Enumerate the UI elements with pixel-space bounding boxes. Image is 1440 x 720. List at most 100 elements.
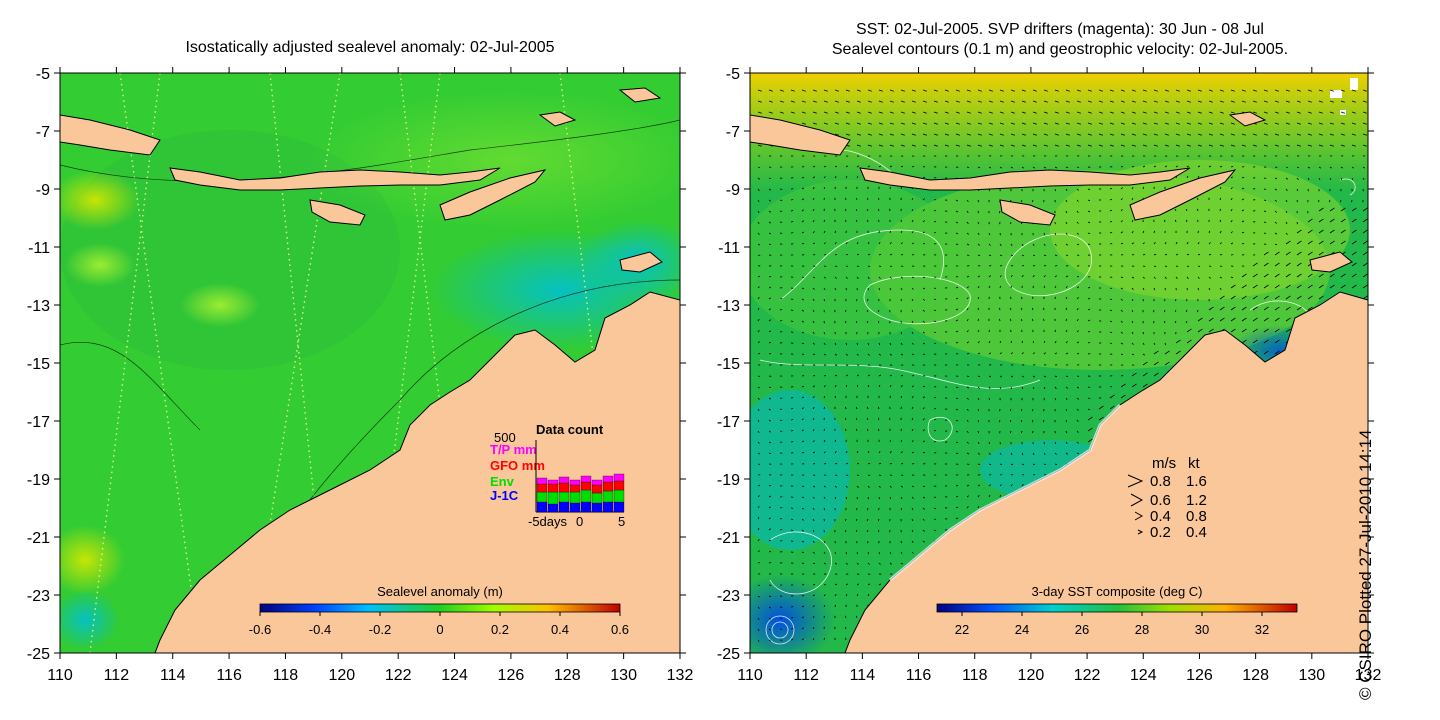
- right-lon-tick-label: 116: [906, 667, 932, 684]
- inset-bar-segment: [580, 475, 592, 483]
- land-right: [750, 111, 1368, 653]
- left-lat-tick-label: -25: [27, 646, 50, 663]
- right-lat-tick-label: -9: [726, 182, 740, 199]
- inset-legend-env: Env: [490, 474, 515, 489]
- right-lon-tick-label: 126: [1186, 667, 1213, 684]
- right-lon-tick-label: 132: [1355, 667, 1382, 684]
- velocity-key-row4-kt: 0.4: [1186, 524, 1207, 541]
- inset-bar-segment: [558, 476, 570, 484]
- right-lat-tick-label: -23: [717, 588, 740, 605]
- data-count-inset: 500 Data count T/P mm GFO mm Env J-1C -5…: [490, 422, 625, 529]
- velocity-key-row3-ms: 0.4: [1150, 508, 1171, 525]
- left-lat-tick-label: -19: [27, 472, 50, 489]
- left-lon-tick-label: 110: [47, 667, 73, 684]
- left-lon-tick-label: 112: [104, 667, 130, 684]
- inset-bar-segment: [547, 483, 559, 493]
- sla-map: [60, 73, 680, 653]
- inset-bar-segment: [591, 502, 603, 513]
- left-lat-tick-label: -21: [27, 530, 50, 547]
- sla-colorbar-tick: -0.6: [249, 622, 271, 637]
- right-lon-tick-label: 128: [1242, 667, 1269, 684]
- credit-label: © CSIRO Plotted 27-Jul-2010 14:14: [1356, 429, 1375, 700]
- velocity-key-row3-kt: 0.8: [1186, 508, 1207, 525]
- left-lon-tick-label: 114: [160, 667, 186, 684]
- sst-colorbar-tick: 26: [1075, 622, 1089, 637]
- land-left: [60, 87, 680, 653]
- velocity-key: m/s kt 0.8 1.6 0.6 1.2 0.4 0.8 0.2 0.4: [1127, 455, 1207, 541]
- inset-bar-segment: [536, 483, 548, 493]
- right-lat-tick-label: -19: [717, 472, 740, 489]
- inset-legend-gfo: GFO mm: [490, 458, 545, 473]
- right-lon-tick-label: 118: [962, 667, 988, 684]
- left-lon-tick-label: 132: [667, 667, 694, 684]
- inset-bar-segment: [580, 481, 592, 491]
- left-lon-tick-label: 118: [273, 667, 299, 684]
- inset-bar-segment: [613, 489, 625, 503]
- inset-bar-segment: [580, 501, 592, 513]
- inset-xlabel-end: 5: [618, 514, 625, 529]
- sst-colorbar: [936, 603, 1298, 613]
- velocity-key-row1-kt: 1.6: [1186, 473, 1207, 490]
- sst-colorbar-tick: 24: [1015, 622, 1029, 637]
- right-lon-tick-label: 110: [737, 667, 763, 684]
- inset-bar-segment: [558, 501, 570, 513]
- inset-xlabel-zero: 0: [576, 514, 583, 529]
- sla-colorbar-tick: -0.4: [309, 622, 331, 637]
- inset-bar-segment: [591, 492, 603, 504]
- right-lat-tick-label: -7: [726, 124, 740, 141]
- inset-bar-segment: [580, 489, 592, 503]
- velocity-key-row2-ms: 0.6: [1150, 492, 1171, 509]
- inset-bar-segment: [613, 473, 625, 482]
- inset-bar-segment: [569, 484, 581, 493]
- left-lat-tick-label: -23: [27, 588, 50, 605]
- right-lat-tick-label: -13: [717, 298, 740, 315]
- left-lon-tick-label: 126: [498, 667, 525, 684]
- velocity-key-row4-ms: 0.2: [1150, 524, 1171, 541]
- inset-bar-segment: [602, 501, 614, 513]
- left-panel-title: Isostatically adjusted sealevel anomaly:…: [185, 39, 555, 56]
- sst-colorbar-tick: 28: [1135, 622, 1149, 637]
- left-lat-tick-label: -9: [36, 182, 50, 199]
- inset-bar-segment: [547, 503, 559, 513]
- right-lon-tick-label: 130: [1298, 667, 1325, 684]
- inset-xlabel-start: -5days: [528, 514, 568, 529]
- sst-colorbar-tick: 30: [1195, 622, 1209, 637]
- sst-colorbar-tick: 22: [955, 622, 969, 637]
- right-lon-tick-label: 122: [1074, 667, 1101, 684]
- sla-colorbar-tick: 0.2: [491, 622, 509, 637]
- sst-map: [750, 73, 1368, 653]
- left-lat-tick-label: -17: [27, 414, 50, 431]
- right-lon-tick-label: 112: [793, 667, 819, 684]
- right-lat-tick-label: -17: [717, 414, 740, 431]
- velocity-key-row1-ms: 0.8: [1150, 473, 1171, 490]
- left-lat-tick-label: -5: [36, 66, 50, 83]
- inset-legend-tp: T/P mm: [490, 442, 537, 457]
- right-lon-tick-label: 124: [1130, 667, 1157, 684]
- velocity-key-kt-header: kt: [1188, 455, 1201, 472]
- left-lat-tick-label: -11: [28, 240, 50, 257]
- inset-bar-segment: [569, 502, 581, 513]
- left-lat-tick-label: -15: [27, 356, 50, 373]
- inset-bar-segment: [613, 480, 625, 491]
- inset-bar-segment: [536, 477, 548, 485]
- sla-colorbar-tick: 0.6: [611, 622, 629, 637]
- inset-bar-segment: [602, 490, 614, 503]
- right-lat-tick-label: -25: [717, 646, 740, 663]
- inset-bar-segment: [536, 491, 548, 503]
- left-lat-tick-label: -7: [36, 124, 50, 141]
- inset-bar-segment: [558, 491, 570, 503]
- sla-colorbar-tick: -0.2: [369, 622, 391, 637]
- inset-title: Data count: [536, 422, 604, 437]
- right-lat-tick-label: -11: [718, 240, 740, 257]
- inset-bar-segment: [602, 475, 614, 483]
- inset-bar-segment: [547, 491, 559, 505]
- velocity-key-row2-kt: 1.2: [1186, 492, 1207, 509]
- sla-colorbar-tick: 0.4: [551, 622, 569, 637]
- right-lat-tick-label: -21: [717, 530, 740, 547]
- sla-colorbar: [259, 603, 621, 613]
- left-lon-tick-label: 122: [385, 667, 412, 684]
- inset-legend-j1c: J-1C: [490, 488, 519, 503]
- right-lat-tick-label: -15: [717, 356, 740, 373]
- right-panel-title-line2: Sealevel contours (0.1 m) and geostrophi…: [831, 41, 1289, 58]
- inset-max-label: 500: [494, 430, 516, 445]
